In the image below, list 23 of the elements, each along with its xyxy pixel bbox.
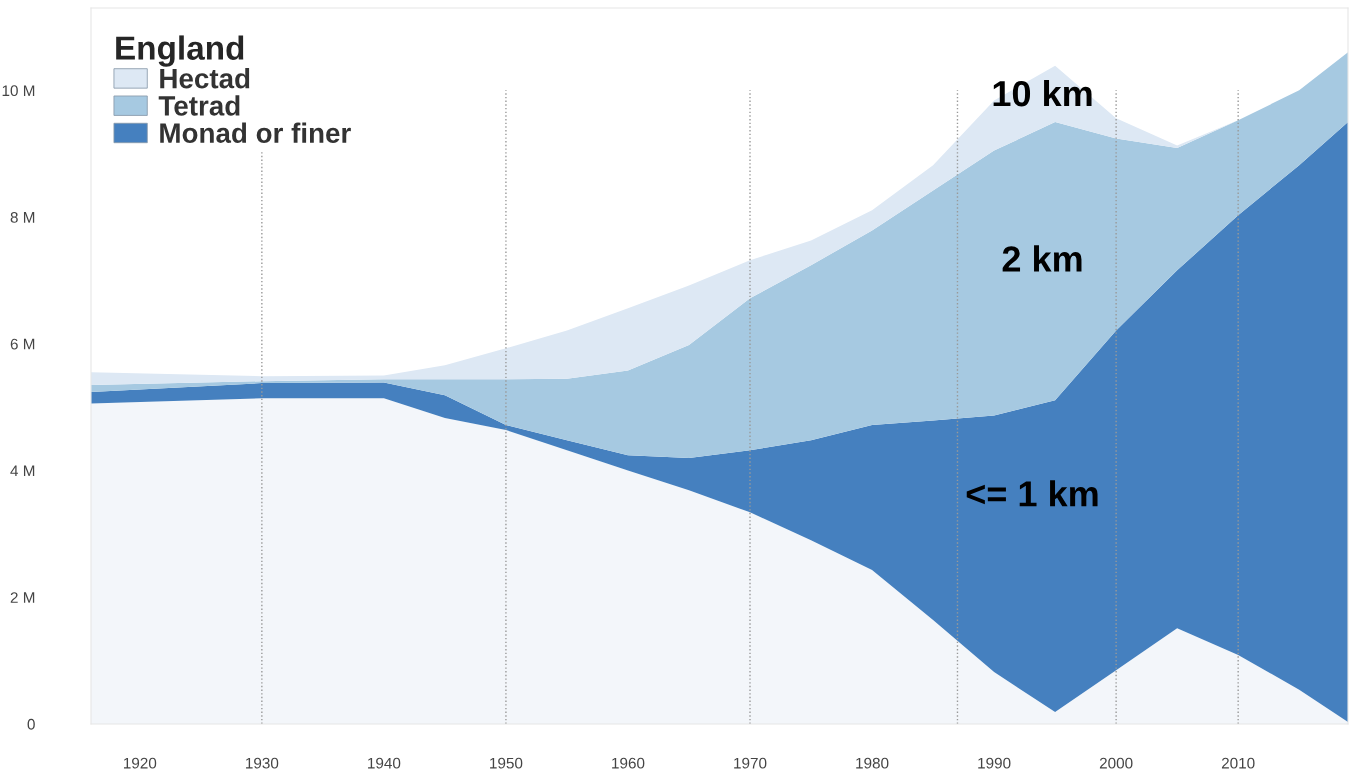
- annotation: 10 km: [993, 79, 1092, 107]
- legend-label: Monad or finer: [160, 122, 351, 143]
- y-tick-label: 2 M: [10, 592, 35, 603]
- x-tick-label: 1990: [978, 757, 1011, 769]
- x-tick-label: 2000: [1099, 757, 1133, 769]
- legend-label: Hectad: [160, 68, 250, 89]
- y-tick-label: 0: [27, 718, 35, 730]
- annotation: <= 1 km: [966, 480, 1098, 507]
- annotation: 2 km: [1002, 245, 1082, 272]
- legend-title: England: [116, 35, 244, 67]
- y-tick-label: 10 M: [2, 85, 35, 97]
- y-tick-label: 8 M: [10, 211, 35, 223]
- x-tick-label: 2010: [1221, 757, 1255, 769]
- x-tick-label: 1940: [368, 757, 401, 769]
- x-tick-label: 1950: [490, 757, 523, 769]
- y-tick-label: 6 M: [10, 338, 35, 350]
- x-tick-label: 1960: [612, 757, 645, 769]
- y-tick-label: 4 M: [10, 465, 35, 477]
- x-tick-label: 1930: [246, 757, 279, 769]
- x-tick-label: 1970: [734, 757, 767, 769]
- x-tick-label: 1980: [856, 757, 889, 769]
- x-tick-label: 1920: [123, 757, 157, 769]
- legend-label: Tetrad: [158, 95, 240, 116]
